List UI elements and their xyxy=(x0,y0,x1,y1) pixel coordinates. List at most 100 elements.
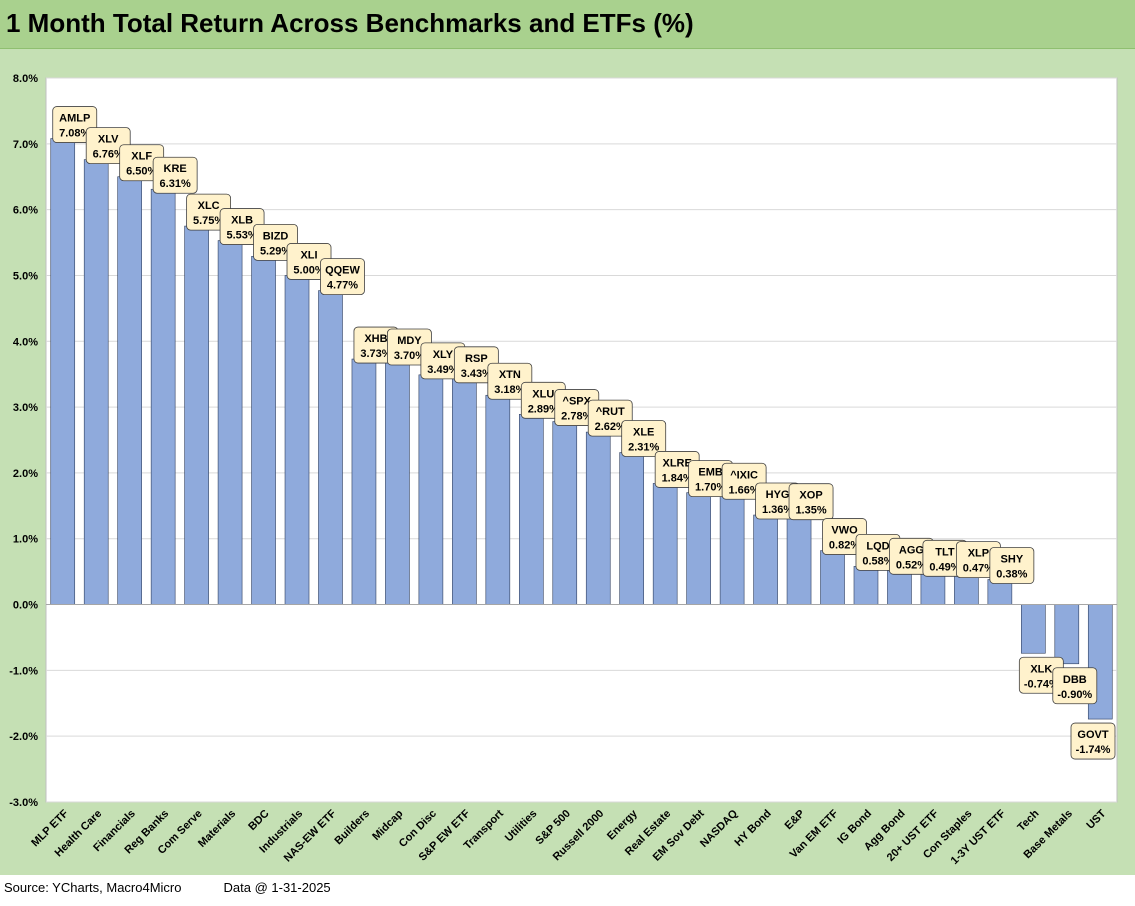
bar xyxy=(1021,604,1046,654)
data-label-value: 6.50% xyxy=(126,166,157,178)
bar xyxy=(1054,604,1080,665)
data-label-ticker: XOP xyxy=(799,490,822,502)
x-tick-label: Tech xyxy=(1015,807,1041,833)
data-label-ticker: GOVT xyxy=(1077,729,1108,741)
date-note: Data @ 1-31-2025 xyxy=(223,880,331,895)
data-label-value: 1.66% xyxy=(729,484,760,496)
bar xyxy=(284,275,310,605)
data-label-box xyxy=(253,223,298,261)
data-label-value: 5.00% xyxy=(293,264,324,276)
data-label-ticker: TLT xyxy=(935,546,955,558)
data-label-box xyxy=(587,399,633,437)
data-label-value: 4.77% xyxy=(327,280,358,292)
data-label-ticker: AMLP xyxy=(59,113,90,125)
bar xyxy=(150,188,176,605)
data-label-ticker: ^IXIC xyxy=(730,469,758,481)
data-label-box xyxy=(1052,667,1098,705)
data-label-value: 0.47% xyxy=(963,563,994,575)
data-label-ticker: XLRE xyxy=(663,457,692,469)
data-label-box xyxy=(721,462,767,500)
data-label-ticker: XLV xyxy=(98,134,119,146)
x-tick-label: NASDAQ xyxy=(698,807,741,850)
data-label-box xyxy=(152,156,198,194)
data-label-value: 0.52% xyxy=(896,559,927,571)
data-label-ticker: EMB xyxy=(698,467,723,479)
bar xyxy=(954,573,979,605)
y-tick-label: 8.0% xyxy=(13,73,38,85)
bar xyxy=(585,431,611,605)
y-axis-ticks: -3.0% -2.0% -1.0% 0.0% 1.0% 2.0% 3.0% 4.0% 5.0% 6… xyxy=(9,73,38,809)
data-label-value: 5.75% xyxy=(193,215,224,227)
data-label-value: 3.43% xyxy=(461,368,492,380)
data-label-value: 7.08% xyxy=(59,128,90,140)
x-tick-label: E&P xyxy=(783,808,807,832)
x-tick-label: HY Bond xyxy=(733,808,774,849)
data-label-ticker: MDY xyxy=(397,335,422,347)
bar xyxy=(920,571,946,605)
y-tick-label: -2.0% xyxy=(9,731,38,743)
data-label-ticker: XTN xyxy=(499,369,521,381)
data-label-value: 0.58% xyxy=(862,555,893,567)
bar xyxy=(184,225,209,605)
data-label-value: 6.31% xyxy=(160,178,191,190)
bar xyxy=(351,358,377,605)
bar xyxy=(251,256,276,605)
data-label-ticker: XLK xyxy=(1030,663,1052,675)
data-label-value: 2.78% xyxy=(561,411,592,423)
data-label-value: 3.70% xyxy=(394,350,425,362)
data-label-value: 2.62% xyxy=(595,421,626,433)
bar xyxy=(786,515,812,605)
bar xyxy=(753,514,778,605)
data-label-ticker: RSP xyxy=(465,353,488,365)
bar xyxy=(117,176,142,605)
data-label-ticker: ^RUT xyxy=(596,406,625,418)
y-tick-label: 2.0% xyxy=(13,468,38,480)
data-labels: AMLP 7.08% XLV 6.76% XLF 6.50% KRE 6.31% XLC 5.75… xyxy=(52,106,1116,760)
data-label-value: 1.70% xyxy=(695,482,726,494)
bar xyxy=(385,360,410,605)
data-label-box xyxy=(788,483,834,521)
data-label-value: 5.29% xyxy=(260,245,291,257)
data-label-ticker: LQD xyxy=(866,540,889,552)
bar xyxy=(485,394,511,605)
data-label-value: 5.53% xyxy=(226,230,257,242)
x-tick-label: UST xyxy=(1084,807,1108,831)
y-tick-label: 4.0% xyxy=(13,336,38,348)
bar xyxy=(50,138,76,605)
data-label-box xyxy=(1070,722,1116,760)
data-label-ticker: SHY xyxy=(1001,554,1024,566)
data-label-ticker: XLU xyxy=(532,388,554,400)
bar xyxy=(719,494,745,605)
footer: Source: YCharts, Macro4Micro Data @ 1-31-… xyxy=(4,880,373,895)
data-label-value: 1.84% xyxy=(662,472,693,484)
data-label-box xyxy=(320,258,365,295)
data-label-ticker: QQEW xyxy=(325,265,360,277)
data-label-ticker: KRE xyxy=(164,163,187,175)
data-label-value: 6.76% xyxy=(93,149,124,161)
data-label-value: -0.74% xyxy=(1024,678,1059,690)
bar xyxy=(83,159,109,605)
data-label-ticker: HYG xyxy=(766,489,790,501)
bar xyxy=(853,566,879,605)
data-label-value: 3.73% xyxy=(360,348,391,360)
bar xyxy=(820,550,845,605)
data-label-value: 2.31% xyxy=(628,442,659,454)
data-label-ticker: AGG xyxy=(899,544,924,556)
data-label-ticker: XLY xyxy=(433,349,454,361)
y-tick-label: 7.0% xyxy=(13,139,38,151)
data-label-box xyxy=(487,362,533,400)
data-label-value: 0.49% xyxy=(929,561,960,573)
y-tick-label: 6.0% xyxy=(13,205,38,217)
y-tick-label: 1.0% xyxy=(13,534,38,546)
data-label-value: -1.74% xyxy=(1076,744,1111,756)
data-label-value: 1.36% xyxy=(762,504,793,516)
y-tick-label: 0.0% xyxy=(13,600,38,612)
data-label-box xyxy=(621,420,667,457)
source-note: Source: YCharts, Macro4Micro xyxy=(4,880,182,895)
bar-chart: -3.0% -2.0% -1.0% 0.0% 1.0% 2.0% 3.0% 4.0% 5.0% 6… xyxy=(9,73,1118,867)
data-label-ticker: VWO xyxy=(831,525,858,537)
data-label-value: 1.35% xyxy=(795,505,826,517)
data-label-box xyxy=(52,106,98,143)
data-label-value: 3.49% xyxy=(427,364,458,376)
